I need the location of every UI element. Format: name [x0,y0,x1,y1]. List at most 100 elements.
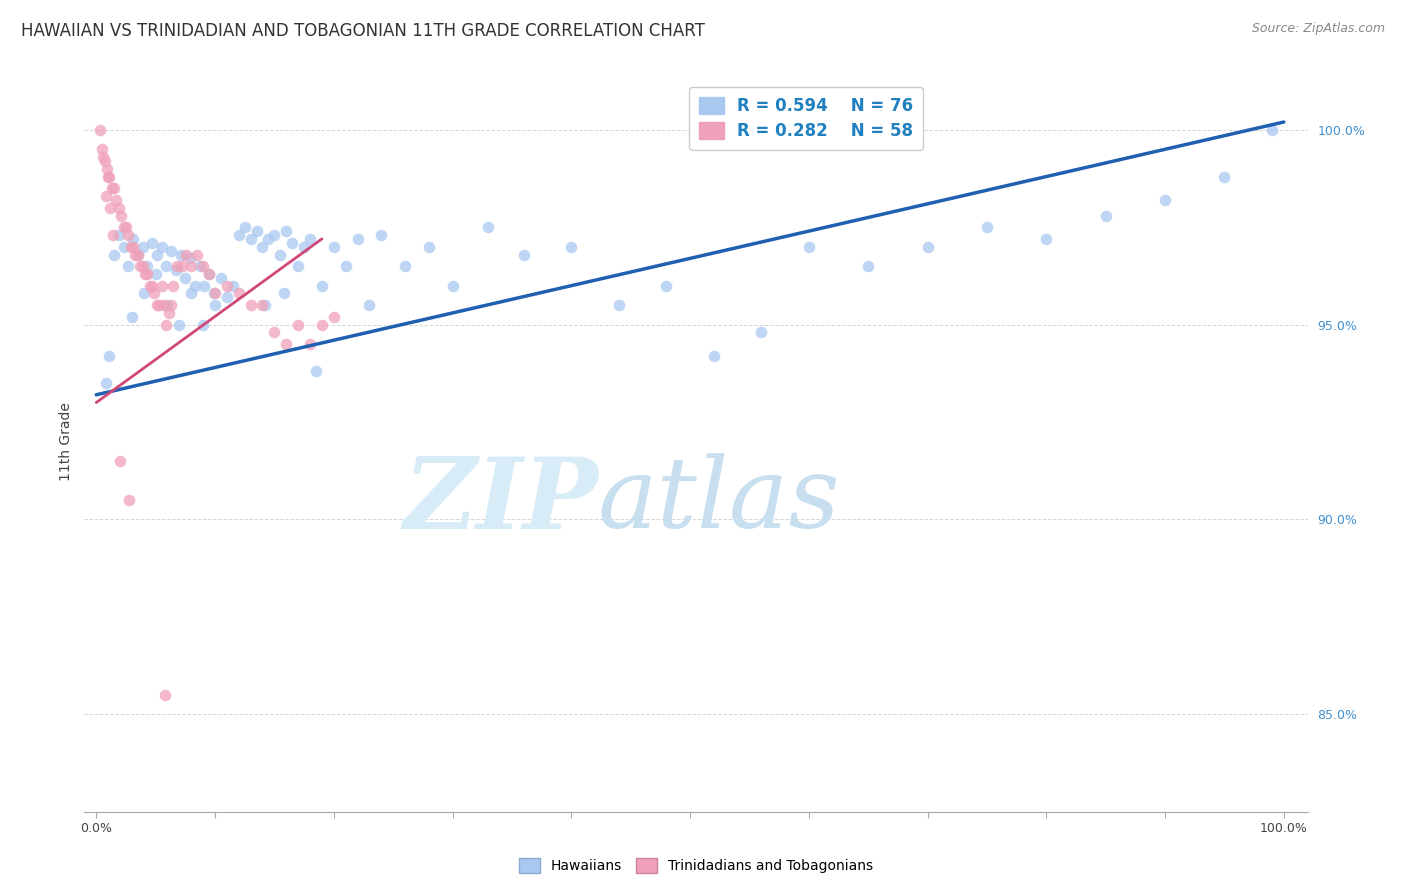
Point [797,240,820,254]
Point [215,278,238,293]
Point [281,235,304,250]
Y-axis label: 11th Grade: 11th Grade [59,402,73,481]
Point [305,364,328,378]
Point [1035,232,1057,246]
Point [346,232,368,246]
Point [127,247,149,261]
Point [298,232,321,246]
Point [150,278,173,293]
Point [228,286,250,301]
Point [269,247,291,261]
Point [322,240,344,254]
Point [100,201,122,215]
Point [108,454,131,468]
Point [94,189,117,203]
Point [359,298,381,312]
Point [370,227,392,242]
Point [121,310,143,324]
Point [103,181,125,195]
Point [276,337,298,351]
Point [215,290,238,304]
Point [118,493,141,508]
Text: Source: ZipAtlas.com: Source: ZipAtlas.com [1251,22,1385,36]
Point [607,298,630,312]
Point [117,259,139,273]
Point [157,306,180,320]
Point [98,169,121,184]
Point [89,123,111,137]
Point [917,240,939,254]
Point [204,298,226,312]
Point [222,278,245,293]
Point [122,240,145,254]
Point [179,252,201,266]
Point [477,220,499,235]
Point [322,310,344,324]
Point [141,278,163,293]
Point [287,318,309,332]
Point [153,298,176,312]
Point [131,240,153,254]
Point [1261,123,1284,137]
Point [105,193,128,207]
Point [122,232,145,246]
Point [156,298,179,312]
Point [132,286,155,301]
Point [91,142,114,156]
Point [129,259,152,273]
Point [101,227,124,242]
Point [263,326,285,340]
Point [146,247,169,261]
Point [155,318,177,332]
Point [180,286,202,301]
Point [169,247,191,261]
Point [198,267,221,281]
Legend: R = 0.594    N = 76, R = 0.282    N = 58: R = 0.594 N = 76, R = 0.282 N = 58 [689,87,924,150]
Point [1094,209,1116,223]
Point [165,263,187,277]
Point [162,278,184,293]
Point [184,278,207,293]
Point [292,240,315,254]
Point [193,278,215,293]
Point [418,240,440,254]
Point [335,259,357,273]
Point [202,286,225,301]
Point [93,153,115,168]
Point [273,286,295,301]
Point [117,227,139,242]
Point [513,247,536,261]
Point [141,235,163,250]
Point [160,298,183,312]
Point [94,376,117,390]
Point [239,298,262,312]
Point [98,349,121,363]
Point [188,259,211,273]
Point [655,278,678,293]
Point [166,259,188,273]
Point [560,240,582,254]
Point [252,298,274,312]
Point [252,240,274,254]
Point [124,247,146,261]
Point [204,286,226,301]
Point [749,326,772,340]
Point [239,232,262,246]
Point [148,298,170,312]
Text: HAWAIIAN VS TRINIDADIAN AND TOBAGONIAN 11TH GRADE CORRELATION CHART: HAWAIIAN VS TRINIDADIAN AND TOBAGONIAN 1… [21,22,704,40]
Point [263,227,285,242]
Point [276,224,298,238]
Text: ZIP: ZIP [404,452,598,549]
Point [120,240,142,254]
Point [257,232,280,246]
Point [138,278,160,293]
Point [180,259,202,273]
Point [394,259,416,273]
Point [170,259,193,273]
Point [153,688,176,702]
Point [856,259,879,273]
Point [311,278,333,293]
Point [186,247,208,261]
Point [245,224,267,238]
Point [100,181,122,195]
